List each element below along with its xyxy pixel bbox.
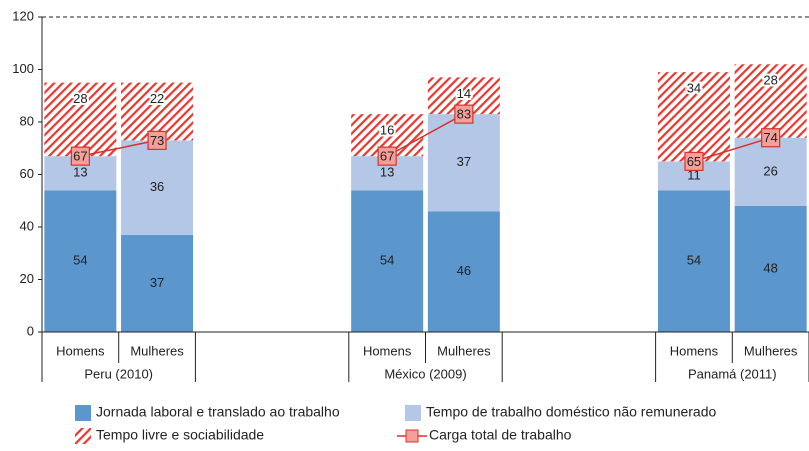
value-label: 54 [687,253,701,268]
value-label: 13 [380,165,394,180]
line-value-label: 74 [763,130,777,145]
group-label: México (2009) [384,366,466,381]
y-tick-label: 100 [12,61,34,76]
y-tick-label: 60 [20,166,34,181]
value-label: 11 [687,167,701,182]
x-tick-label: Mulheres [744,343,798,358]
value-label: 46 [457,263,471,278]
bar-segment [44,82,117,157]
value-label: 54 [73,253,87,268]
line-marker [761,128,781,148]
value-label: 16 [380,123,394,138]
y-tick-label: 40 [20,218,34,233]
bar-segment [657,190,730,332]
legend-marker [405,429,419,443]
bar-segment [427,211,500,332]
x-tick-label: Homens [363,343,412,358]
value-label: 54 [380,253,394,268]
bar-segment [427,114,500,212]
line-segment [386,113,465,157]
x-tick-label: Homens [670,343,719,358]
x-tick-label: Homens [56,343,105,358]
line-value-label: 73 [150,133,164,148]
y-tick-label: 80 [20,113,34,128]
legend-swatch [75,405,91,421]
y-tick-label: 20 [20,271,34,286]
y-tick-label: 0 [27,323,34,338]
line-segment [693,137,771,163]
line-marker [377,146,397,166]
bar-segment [734,64,807,138]
legend-label: Carga total de trabalho [429,427,572,443]
x-tick-label: Mulheres [437,343,491,358]
line-marker [70,146,90,166]
value-label: 48 [763,260,777,275]
line-marker [147,130,167,150]
line-value-label: 67 [380,149,394,164]
bar-segment [351,190,424,332]
value-label: 28 [73,91,87,106]
value-label: 37 [150,275,164,290]
bar-segment [121,234,194,332]
bar-segment [121,140,194,235]
line-value-label: 83 [457,107,471,122]
line-value-label: 65 [687,154,701,169]
value-label: 28 [763,73,777,88]
line-marker [684,151,704,171]
bar-segment [734,206,807,332]
value-label: 36 [150,179,164,194]
line-value-label: 67 [73,149,87,164]
legend-label: Jornada laboral e translado ao trabalho [96,404,340,420]
value-label: 37 [457,154,471,169]
bar-segment [44,190,117,332]
value-label: 26 [763,163,777,178]
legend-swatch [405,405,421,421]
bar-segment [121,82,194,141]
legend-swatch [75,428,91,444]
value-label: 14 [457,86,471,101]
group-label: Panamá (2011) [688,366,777,381]
y-tick-label: 120 [12,8,34,23]
bar-segment [657,72,730,162]
group-label: Peru (2010) [84,366,153,381]
value-label: 34 [687,81,701,96]
line-segment [80,139,158,157]
value-label: 22 [150,91,164,106]
value-label: 13 [73,165,87,180]
x-tick-label: Mulheres [130,343,184,358]
legend-label: Tempo livre e sociabilidade [96,427,264,443]
legend-label: Tempo de trabalho doméstico não remunera… [426,404,717,420]
bar-segment [734,137,807,206]
line-marker [454,104,474,124]
